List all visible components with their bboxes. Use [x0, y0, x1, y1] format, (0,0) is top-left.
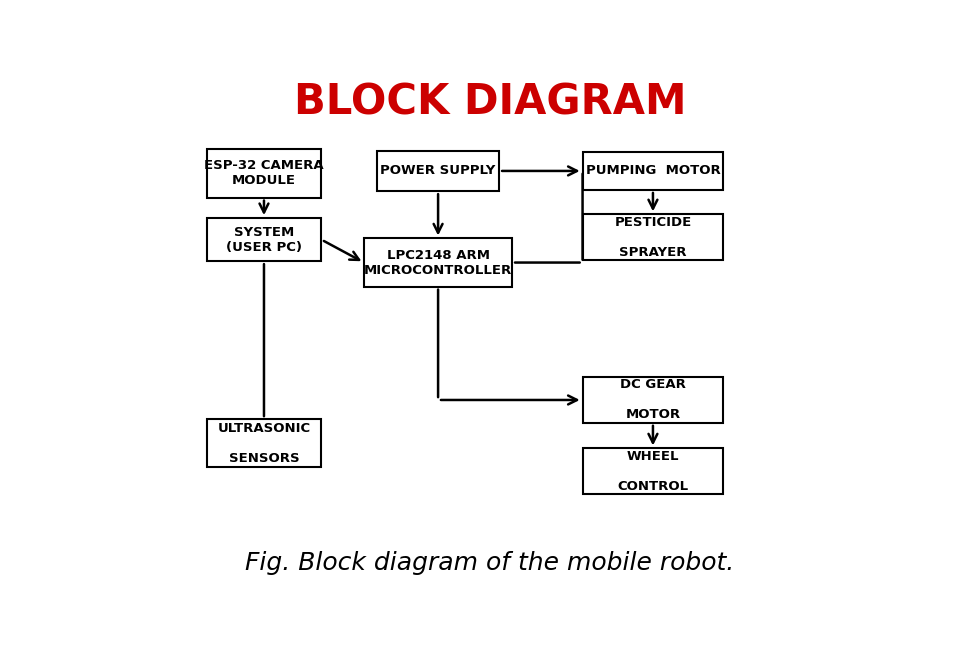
Text: Fig. Block diagram of the mobile robot.: Fig. Block diagram of the mobile robot.: [246, 551, 734, 575]
Text: BLOCK DIAGRAM: BLOCK DIAGRAM: [293, 81, 686, 123]
Text: LPC2148 ARM
MICROCONTROLLER: LPC2148 ARM MICROCONTROLLER: [364, 249, 512, 276]
FancyBboxPatch shape: [582, 448, 724, 494]
Text: PUMPING  MOTOR: PUMPING MOTOR: [586, 165, 720, 177]
FancyBboxPatch shape: [582, 214, 724, 260]
Text: PESTICIDE

SPRAYER: PESTICIDE SPRAYER: [615, 215, 691, 258]
Text: SYSTEM
(USER PC): SYSTEM (USER PC): [226, 225, 302, 254]
Text: ESP-32 CAMERA
MODULE: ESP-32 CAMERA MODULE: [205, 159, 324, 188]
FancyBboxPatch shape: [206, 149, 321, 198]
FancyBboxPatch shape: [582, 152, 724, 190]
FancyBboxPatch shape: [206, 419, 321, 467]
FancyBboxPatch shape: [582, 377, 724, 423]
FancyBboxPatch shape: [364, 239, 512, 287]
FancyBboxPatch shape: [377, 151, 499, 191]
Text: DC GEAR

MOTOR: DC GEAR MOTOR: [620, 379, 685, 422]
Text: WHEEL

CONTROL: WHEEL CONTROL: [618, 449, 688, 492]
Text: ULTRASONIC

SENSORS: ULTRASONIC SENSORS: [217, 422, 311, 465]
FancyBboxPatch shape: [206, 218, 321, 261]
Text: POWER SUPPLY: POWER SUPPLY: [380, 165, 496, 177]
